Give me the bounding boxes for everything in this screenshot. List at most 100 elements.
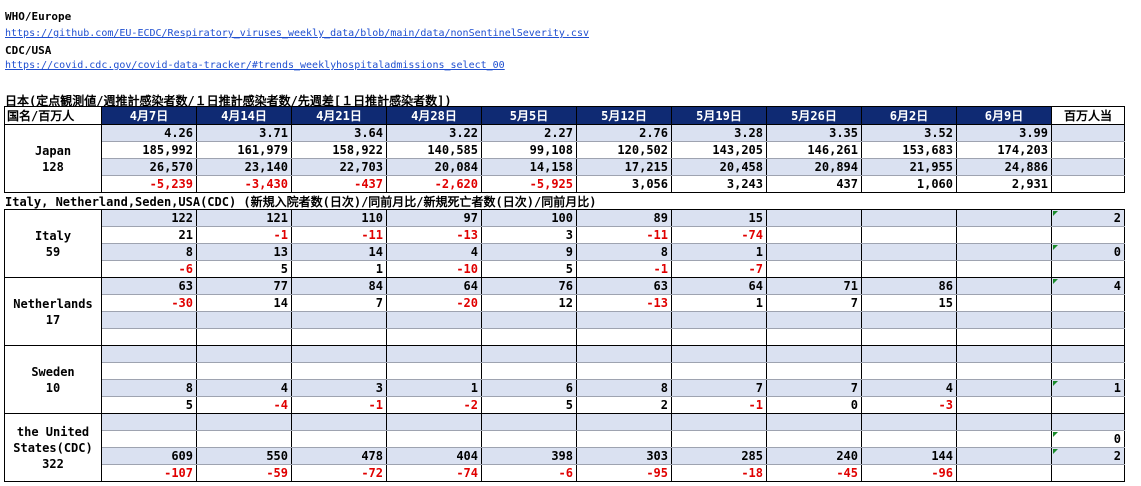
value-cell: 3.35	[766, 124, 862, 142]
value-cell	[386, 430, 482, 448]
value-cell	[291, 328, 387, 346]
value-cell	[861, 430, 957, 448]
value-cell: -20	[386, 294, 482, 312]
value-cell: 71	[766, 277, 862, 295]
value-cell: -18	[671, 464, 767, 482]
cell-value: -5,239	[149, 177, 193, 191]
cell-value: -13	[646, 296, 668, 310]
cell-value: 3,243	[726, 177, 763, 191]
country-name: Italy	[34, 228, 72, 243]
cell-value: 63	[653, 279, 668, 293]
value-cell: -59	[196, 464, 292, 482]
value-cell: 17,215	[576, 158, 672, 176]
cell-value: 185,992	[142, 143, 193, 157]
value-cell: 3,056	[576, 175, 672, 193]
value-cell: -72	[291, 464, 387, 482]
value-cell: 15	[671, 209, 767, 227]
country-population: 10	[45, 380, 61, 395]
cell-value: 3.99	[1019, 126, 1048, 140]
cell-value: 3,056	[631, 177, 668, 191]
cell-value: 1	[755, 245, 763, 259]
header-country-per-million: 国名/百万人	[4, 106, 102, 125]
cdc-source-label: CDC/USA	[5, 44, 52, 57]
cell-value: 4	[470, 245, 478, 259]
value-cell: -4	[196, 396, 292, 414]
cell-value: 153,683	[902, 143, 953, 157]
value-cell: 77	[196, 277, 292, 295]
cell-value: 13	[273, 245, 288, 259]
cell-value: 76	[558, 279, 573, 293]
value-cell	[671, 413, 767, 431]
cell-value: 63	[178, 279, 193, 293]
value-cell: -13	[386, 226, 482, 244]
cell-value: 5	[185, 398, 193, 412]
table-row	[5, 311, 1125, 329]
table-row	[5, 362, 1125, 380]
cell-value: 77	[273, 279, 288, 293]
value-cell: 5	[481, 260, 577, 278]
value-cell: -5,925	[481, 175, 577, 193]
cell-value: -72	[361, 466, 383, 480]
value-cell: 13	[196, 243, 292, 261]
value-cell: 64	[671, 277, 767, 295]
cell-value: 22,703	[339, 160, 383, 174]
value-cell	[956, 464, 1052, 482]
cell-value: 110	[361, 211, 383, 225]
value-cell: 84	[291, 277, 387, 295]
value-cell	[196, 345, 292, 363]
intl-table: Italy 59 122 121 110 97 100 89 15 2 21 -1 -11 -13 3 -11…	[4, 209, 1125, 482]
value-cell	[101, 362, 197, 380]
who-source-link[interactable]: https://github.com/EU-ECDC/Respiratory_v…	[5, 28, 589, 39]
value-cell	[291, 311, 387, 329]
value-cell	[956, 277, 1052, 295]
cell-value: 8	[660, 381, 668, 395]
value-cell: 2	[576, 396, 672, 414]
value-cell: 121	[196, 209, 292, 227]
cell-value: -6	[558, 466, 573, 480]
who-source-label: WHO/Europe	[5, 10, 72, 23]
value-cell	[861, 345, 957, 363]
cell-value: 174,203	[997, 143, 1048, 157]
cell-value: 3.28	[734, 126, 763, 140]
cell-value: 2	[660, 398, 668, 412]
per-million-cell	[1051, 175, 1125, 193]
country-population: 59	[45, 244, 61, 259]
value-cell	[956, 362, 1052, 380]
table-row: 26,570 23,140 22,703 20,084 14,158 17,215 20,4…	[5, 158, 1125, 176]
value-cell: 143,205	[671, 141, 767, 159]
comment-marker-icon	[1053, 279, 1058, 284]
per-million-cell: 0	[1051, 243, 1125, 261]
value-cell	[766, 243, 862, 261]
header-date: 4月14日	[196, 106, 292, 125]
cell-value: 161,979	[237, 143, 288, 157]
value-cell	[861, 413, 957, 431]
value-cell	[766, 362, 862, 380]
cell-value: 14,158	[529, 160, 573, 174]
cell-value: 26,570	[149, 160, 193, 174]
value-cell	[386, 413, 482, 431]
header-date: 4月28日	[386, 106, 482, 125]
value-cell: -45	[766, 464, 862, 482]
value-cell	[481, 311, 577, 329]
cell-value: 5	[280, 262, 288, 276]
cell-value: 6	[565, 381, 573, 395]
value-cell: -2	[386, 396, 482, 414]
cell-value: 12	[558, 296, 573, 310]
value-cell: 398	[481, 447, 577, 465]
value-cell	[576, 345, 672, 363]
value-cell: -1	[291, 396, 387, 414]
per-million-cell	[1051, 328, 1125, 346]
cell-value: 2	[1113, 211, 1121, 225]
cdc-source-link[interactable]: https://covid.cdc.gov/covid-data-tracker…	[5, 60, 505, 71]
cell-value: 8	[660, 245, 668, 259]
table-row: 609 550 478 404 398 303 285 240 144 2	[5, 447, 1125, 465]
value-cell	[196, 328, 292, 346]
cell-value: -5,925	[529, 177, 573, 191]
cell-value: 20,894	[814, 160, 858, 174]
value-cell: 3	[291, 379, 387, 397]
value-cell: -74	[386, 464, 482, 482]
value-cell	[766, 345, 862, 363]
per-million-cell	[1051, 124, 1125, 142]
value-cell	[101, 345, 197, 363]
per-million-cell	[1051, 260, 1125, 278]
